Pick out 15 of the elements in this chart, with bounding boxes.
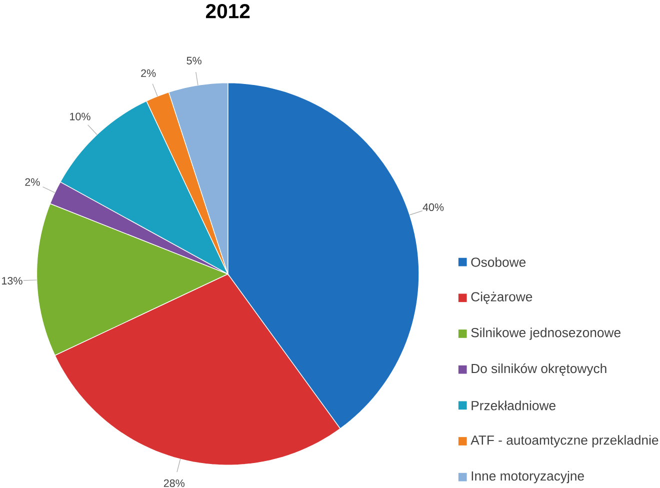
legend-label: Przekładniowe [472, 400, 556, 410]
legend-label: ATF - autoamtyczne przekladnie [470, 435, 658, 448]
data-label: 2% [141, 69, 156, 77]
data-label: 28% [164, 479, 185, 487]
chart-title: 2012 [206, 4, 250, 18]
legend-label: Silnikowe jednosezonowe [471, 328, 620, 340]
data-label: 13% [2, 276, 22, 284]
data-label: 2% [25, 178, 40, 186]
legend-label: Ciężarowe [471, 292, 532, 304]
legend-label: Osobowe [471, 257, 526, 267]
data-label: 10% [70, 112, 90, 120]
data-label: 5% [186, 56, 202, 64]
data-label: 40% [422, 203, 444, 211]
legend-label: Do silników okrętowych [472, 363, 606, 376]
legend-label: Inne motoryzacyjne [472, 470, 584, 484]
